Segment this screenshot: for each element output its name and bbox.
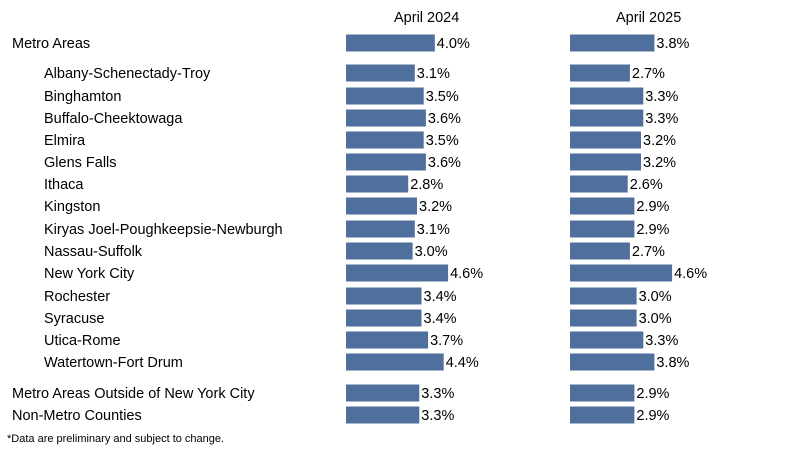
row-label: Metro Areas [12, 36, 90, 52]
data-label: 4.0% [437, 36, 470, 52]
bar [570, 287, 637, 305]
bar [346, 406, 420, 424]
bar [570, 242, 630, 260]
row-label: Rochester [44, 289, 110, 305]
data-label: 3.3% [645, 333, 678, 349]
data-label: 3.8% [656, 36, 689, 52]
row-label: Nassau-Suffolk [44, 244, 143, 260]
bar [346, 197, 417, 215]
bar [346, 34, 435, 52]
bar [570, 197, 635, 215]
data-label: 2.9% [636, 408, 669, 424]
row-label: Buffalo-Cheektowaga [44, 111, 183, 127]
bar [570, 353, 655, 371]
data-label: 3.2% [643, 133, 676, 149]
bar [346, 87, 424, 105]
data-label: 4.4% [446, 355, 479, 371]
column-header: April 2025 [616, 10, 681, 26]
row-label: Syracuse [44, 311, 104, 327]
bar [346, 353, 444, 371]
row-label: Non-Metro Counties [12, 408, 142, 424]
data-label: 3.1% [417, 66, 450, 82]
bar [346, 287, 422, 305]
row-label: New York City [44, 266, 135, 282]
bar [570, 220, 635, 238]
row-label: Binghamton [44, 89, 121, 105]
bar [346, 331, 429, 349]
data-label: 2.7% [632, 244, 665, 260]
bar [346, 64, 415, 82]
data-label: 2.9% [636, 199, 669, 215]
chart-svg: April 2024 April 2025 Metro Areas 4.0% 3.8% A… [12, 10, 707, 424]
data-label: 2.9% [636, 222, 669, 238]
bar [346, 131, 424, 149]
data-label: 3.3% [421, 386, 454, 402]
data-label: 4.6% [674, 266, 707, 282]
bar [346, 153, 426, 171]
data-label: 3.2% [643, 155, 676, 171]
bar [570, 34, 655, 52]
bar [346, 384, 420, 402]
data-label: 2.9% [636, 386, 669, 402]
row-label: Utica-Rome [44, 333, 121, 349]
data-label: 2.7% [632, 66, 665, 82]
bar [570, 309, 637, 327]
data-label: 2.6% [630, 177, 663, 193]
bar [570, 153, 641, 171]
data-label: 3.8% [656, 355, 689, 371]
bar [346, 220, 415, 238]
row-label: Albany-Schenectady-Troy [44, 66, 211, 82]
data-label: 3.5% [426, 133, 459, 149]
bar [346, 109, 426, 127]
data-label: 3.1% [417, 222, 450, 238]
footnote: *Data are preliminary and subject to cha… [7, 433, 225, 445]
bar [570, 109, 644, 127]
bar [570, 64, 630, 82]
row-label: Watertown-Fort Drum [44, 355, 183, 371]
data-label: 4.6% [450, 266, 483, 282]
bar [570, 406, 635, 424]
row-label: Kiryas Joel-Poughkeepsie-Newburgh [44, 222, 283, 238]
bar [346, 264, 449, 282]
data-label: 3.6% [428, 155, 461, 171]
bar [570, 264, 673, 282]
data-label: 3.0% [639, 311, 672, 327]
data-label: 3.3% [421, 408, 454, 424]
bar [346, 242, 413, 260]
row-label: Glens Falls [44, 155, 117, 171]
data-label: 3.4% [424, 289, 457, 305]
data-label: 3.7% [430, 333, 463, 349]
bar [346, 175, 409, 193]
data-label: 3.6% [428, 111, 461, 127]
bar [570, 331, 644, 349]
row-label: Elmira [44, 133, 86, 149]
bar [346, 309, 422, 327]
data-label: 3.3% [645, 111, 678, 127]
data-label: 3.4% [424, 311, 457, 327]
row-label: Metro Areas Outside of New York City [12, 386, 255, 402]
data-label: 3.0% [639, 289, 672, 305]
bar [570, 131, 641, 149]
data-label: 3.0% [415, 244, 448, 260]
data-label: 3.3% [645, 89, 678, 105]
bar [570, 384, 635, 402]
bar [570, 87, 644, 105]
row-label: Ithaca [44, 177, 84, 193]
data-label: 2.8% [410, 177, 443, 193]
column-header: April 2024 [394, 10, 459, 26]
row-label: Kingston [44, 199, 100, 215]
data-label: 3.2% [419, 199, 452, 215]
data-label: 3.5% [426, 89, 459, 105]
bar [570, 175, 628, 193]
